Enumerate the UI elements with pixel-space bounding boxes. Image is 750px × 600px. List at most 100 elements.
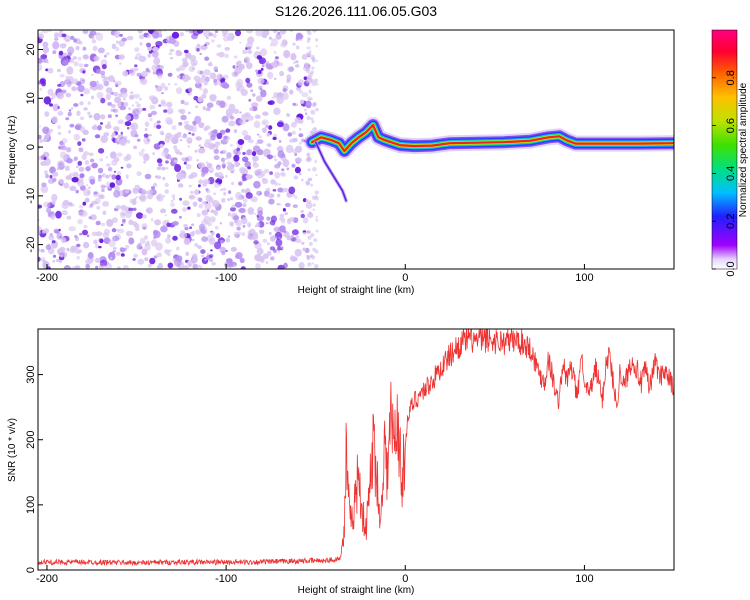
noise-blob: [254, 114, 261, 119]
noise-blob: [267, 193, 274, 199]
noise-blob: [83, 63, 89, 68]
noise-blob: [61, 237, 67, 244]
noise-blob: [70, 245, 78, 252]
noise-blob: [282, 123, 290, 132]
noise-blob: [105, 174, 110, 179]
noise-blob: [312, 166, 317, 172]
noise-blob: [51, 97, 54, 100]
noise-blob: [70, 35, 75, 40]
noise-blob: [177, 51, 183, 57]
noise-blob: [292, 42, 296, 46]
noise-blob: [308, 90, 312, 94]
noise-blob: [88, 205, 93, 209]
noise-blob: [105, 163, 111, 167]
noise-blob: [239, 257, 245, 264]
noise-blob: [147, 263, 152, 268]
noise-blob: [149, 257, 156, 265]
noise-blob: [96, 91, 104, 99]
noise-blob: [184, 124, 191, 130]
noise-blob: [133, 145, 138, 149]
noise-blob: [51, 193, 58, 202]
noise-blob: [143, 133, 149, 138]
noise-blob: [192, 263, 198, 269]
noise-blob: [152, 46, 160, 52]
noise-blob: [152, 182, 158, 187]
noise-blob: [290, 121, 297, 128]
noise-blob: [176, 75, 181, 79]
noise-blob: [279, 172, 285, 176]
noise-blob: [61, 145, 67, 151]
noise-blob: [286, 235, 292, 241]
noise-blob: [291, 229, 299, 236]
noise-blob: [152, 30, 160, 39]
noise-blob: [66, 158, 73, 164]
noise-blob: [72, 159, 75, 162]
noise-blob: [273, 77, 277, 81]
noise-blob: [106, 218, 114, 227]
noise-blob: [310, 70, 315, 74]
noise-blob: [98, 245, 102, 249]
noise-blob: [88, 186, 91, 189]
noise-blob: [247, 207, 255, 215]
noise-blob: [85, 184, 89, 187]
noise-blob: [229, 221, 234, 227]
noise-blob: [57, 105, 60, 110]
noise-blob: [141, 248, 148, 256]
noise-blob: [88, 152, 94, 157]
noise-blob: [153, 255, 158, 259]
noise-blob: [285, 144, 294, 154]
noise-blob: [120, 102, 124, 106]
noise-blob: [266, 133, 271, 137]
noise-blob: [103, 228, 111, 235]
noise-blob: [185, 157, 190, 162]
noise-blob: [161, 166, 166, 171]
noise-blob: [214, 179, 218, 183]
noise-blob: [220, 188, 223, 192]
noise-blob: [188, 132, 192, 135]
noise-blob: [255, 222, 261, 228]
noise-blob: [291, 163, 296, 168]
noise-blob: [236, 78, 244, 87]
noise-blob: [272, 155, 277, 159]
noise-blob: [153, 57, 161, 65]
spectrogram-y-tick-label: -10: [25, 188, 37, 204]
noise-blob: [233, 55, 238, 59]
noise-blob: [306, 40, 310, 43]
noise-blob: [289, 89, 294, 95]
noise-blob: [152, 152, 156, 156]
noise-blob: [112, 126, 120, 131]
noise-blob: [89, 158, 95, 163]
noise-blob: [300, 210, 305, 213]
noise-blob: [130, 129, 138, 138]
snr-line: [38, 329, 674, 567]
noise-blob: [200, 249, 206, 255]
noise-blob: [209, 166, 214, 173]
noise-blob: [128, 219, 134, 226]
noise-blob: [182, 200, 190, 206]
noise-blob: [205, 194, 212, 202]
noise-blob: [308, 241, 313, 246]
noise-blob: [223, 192, 227, 196]
noise-blob: [193, 75, 201, 82]
noise-blob: [209, 216, 216, 223]
noise-blob: [193, 95, 199, 101]
noise-blob: [171, 194, 176, 199]
noise-blob: [265, 124, 270, 129]
noise-blob: [232, 65, 236, 69]
noise-blob: [164, 214, 168, 217]
noise-blob: [105, 87, 113, 94]
noise-blob: [190, 124, 198, 133]
noise-blob: [294, 166, 301, 174]
noise-blob: [147, 189, 154, 195]
noise-blob: [314, 127, 317, 130]
noise-blob: [245, 192, 253, 199]
noise-blob: [192, 30, 200, 36]
noise-blob: [65, 117, 70, 121]
noise-blob: [143, 136, 151, 145]
noise-blob: [258, 135, 262, 138]
chart-title: S126.2026.111.06.05.G03: [275, 3, 437, 19]
noise-blob: [226, 161, 233, 166]
noise-blob: [165, 237, 171, 244]
noise-blob: [307, 235, 312, 240]
noise-blob: [102, 210, 107, 215]
